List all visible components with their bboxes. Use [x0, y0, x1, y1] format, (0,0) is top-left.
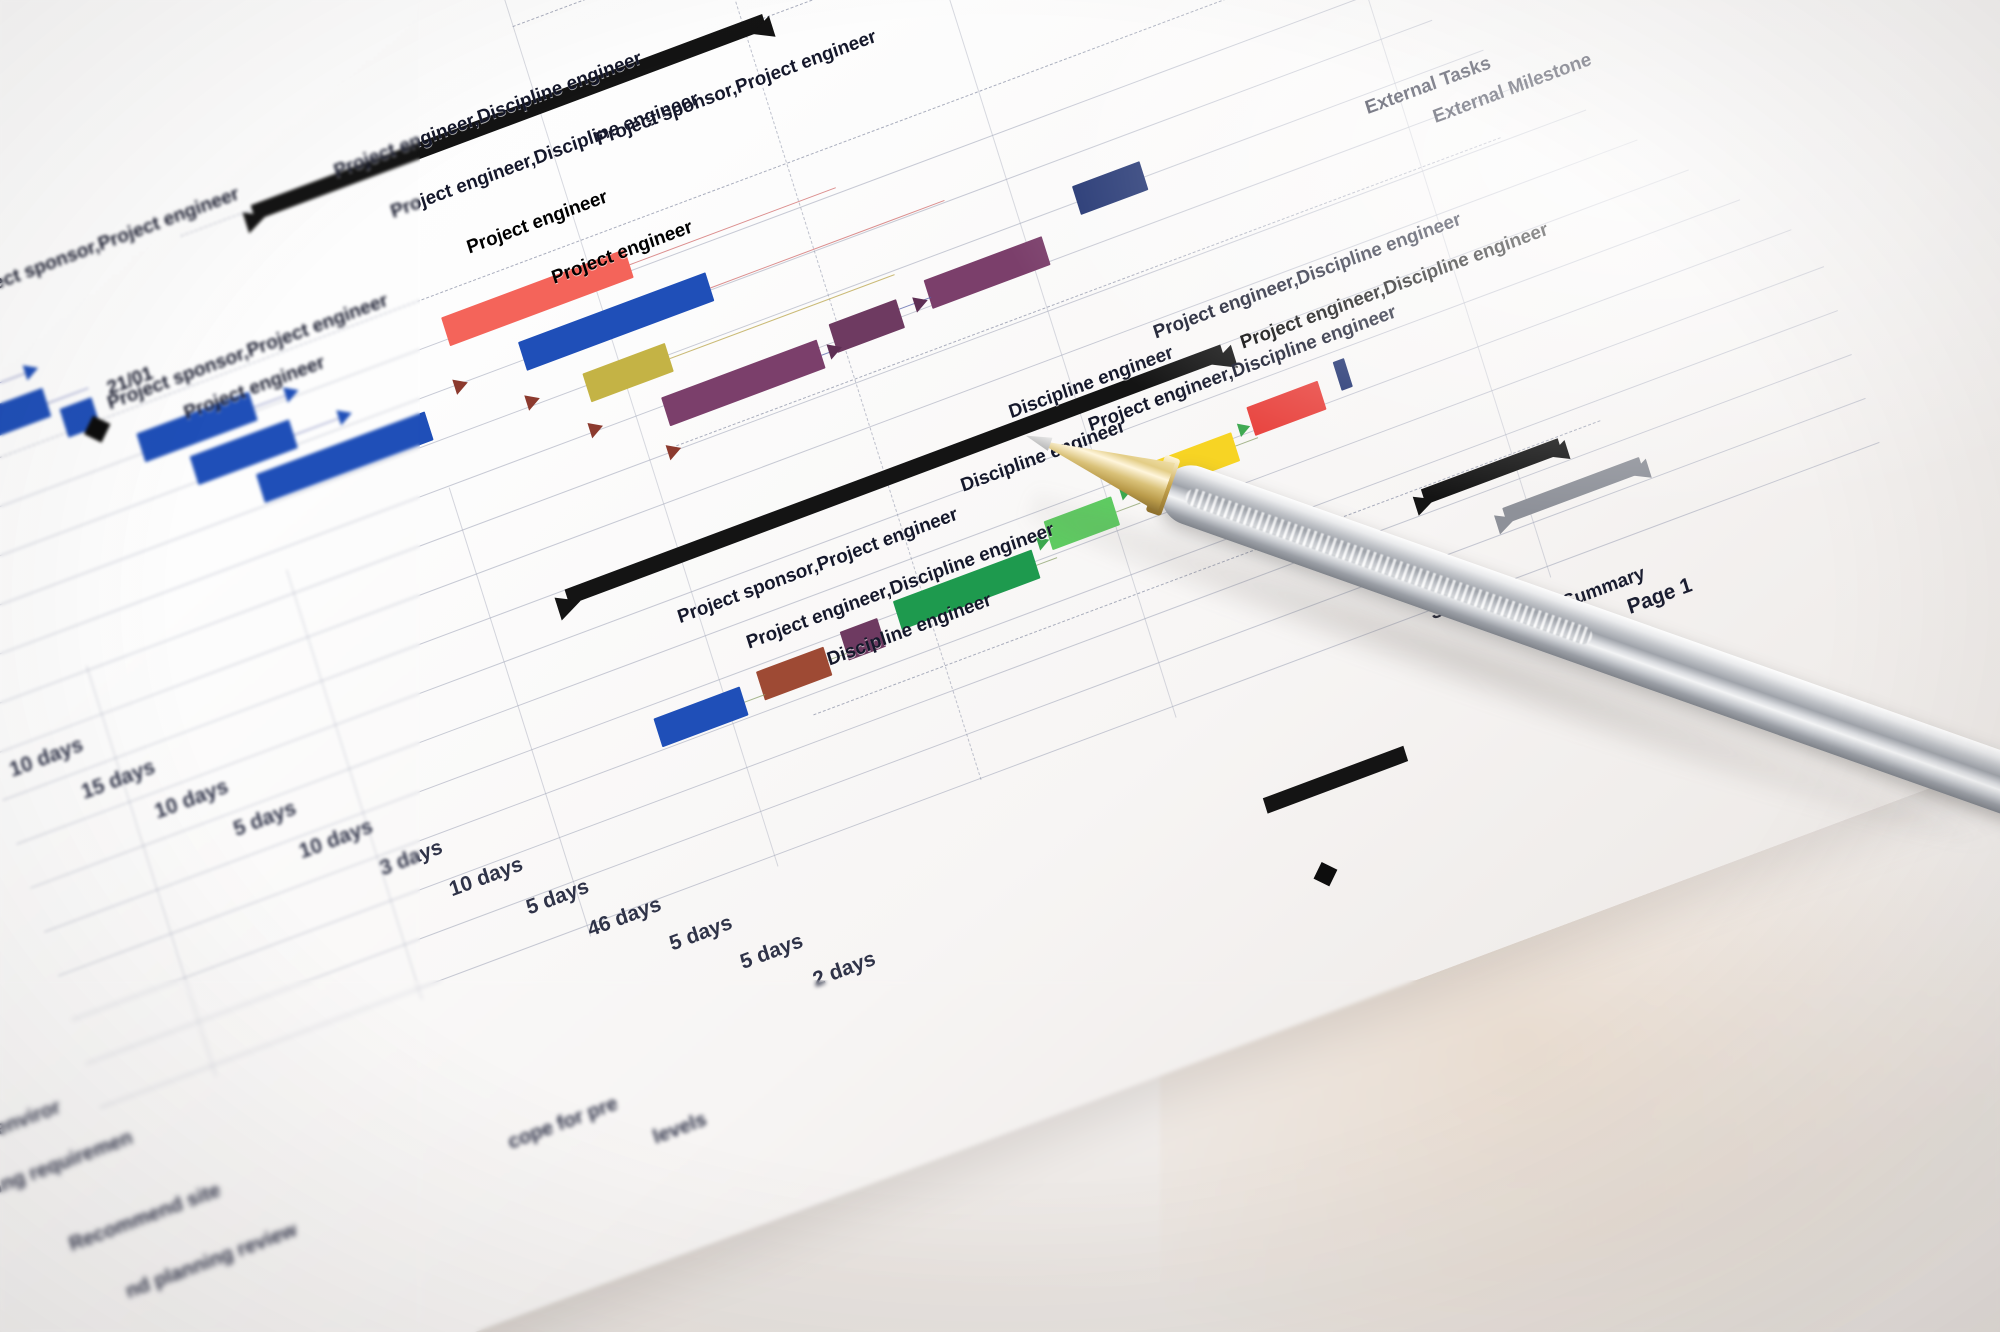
resource-label: Project sponsor,Project engineer	[593, 26, 879, 151]
gantt-bar	[1332, 358, 1353, 391]
resource-label: Project engineer,Discipline engineer	[331, 47, 645, 183]
task-name-cell: Recommend site	[66, 1178, 224, 1256]
duration-cell: 2 days	[810, 946, 879, 992]
bottom-summary-bar	[1262, 745, 1409, 814]
duration-cell: 10 days	[446, 852, 526, 902]
bottom-milestone-marker	[1313, 862, 1338, 887]
task-name-cell: cope for pre	[505, 1092, 621, 1154]
gantt-bar	[1246, 380, 1327, 436]
gantt-bar	[1071, 161, 1149, 216]
task-name-cell: nd planning review	[123, 1218, 300, 1304]
duration-cell: 15 days	[78, 754, 158, 804]
gantt-bar	[923, 236, 1051, 309]
gantt-bar	[653, 686, 749, 748]
resource-label: Project engineer	[464, 186, 611, 259]
duration-cell: 10 days	[6, 732, 86, 782]
gantt-bar	[755, 646, 833, 701]
resource-label: Project sponsor,Project engineer	[0, 183, 242, 308]
duration-cell: 40 days	[0, 716, 4, 766]
task-name-cell: levels	[650, 1108, 710, 1149]
duration-cell: 5 days	[523, 874, 592, 920]
duration-cell: 5 days	[737, 929, 806, 974]
duration-cell: 5 days	[666, 910, 735, 956]
duration-cell: 46 days	[584, 892, 664, 942]
duration-cell: 5 days	[230, 796, 299, 842]
